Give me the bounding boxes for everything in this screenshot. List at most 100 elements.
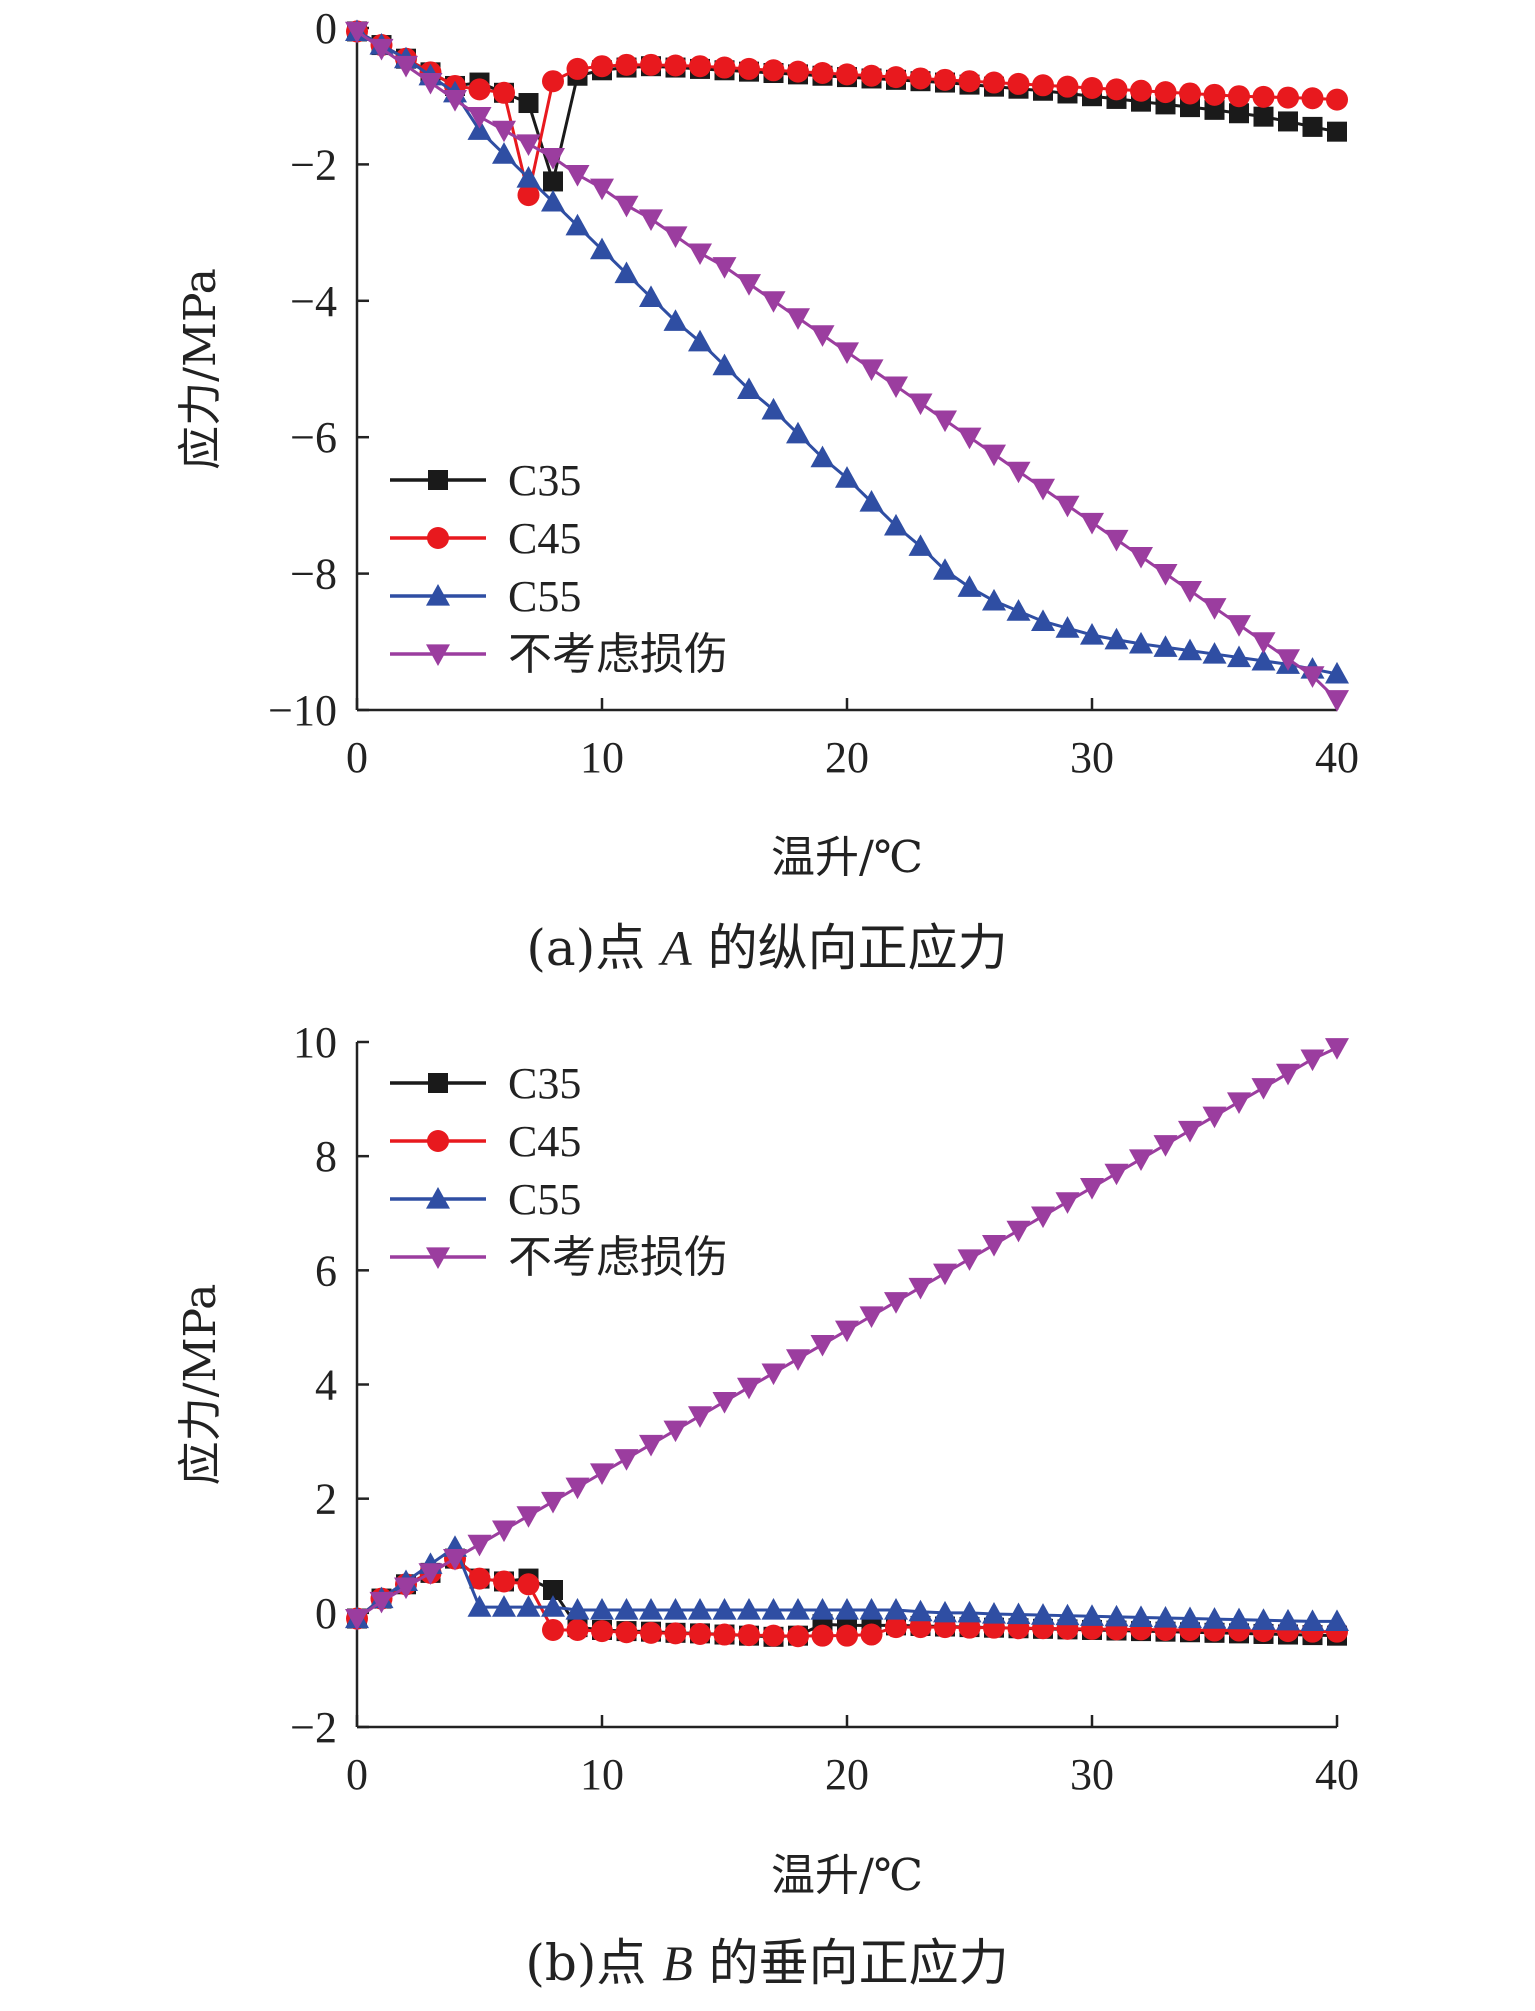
data-point: [1080, 1177, 1104, 1200]
data-point: [1202, 642, 1227, 664]
legend-marker: [426, 584, 450, 606]
data-point: [712, 1597, 737, 1620]
data-point: [565, 165, 590, 187]
data-point: [1325, 690, 1349, 712]
data-point: [859, 489, 884, 512]
y-tick-label: −6: [290, 413, 337, 462]
data-point: [738, 1624, 760, 1647]
data-point: [836, 63, 858, 86]
data-point: [712, 257, 737, 279]
data-point: [518, 93, 539, 114]
data-point: [688, 243, 712, 266]
data-point: [1055, 616, 1080, 638]
data-point: [467, 1534, 492, 1557]
series-C45: [346, 1547, 1348, 1648]
x-tick-label: 40: [1315, 733, 1359, 782]
y-tick-label: 10: [293, 1018, 337, 1067]
data-point: [467, 107, 492, 129]
data-point: [835, 1320, 859, 1343]
legend-marker: [428, 1073, 448, 1093]
data-point: [517, 184, 540, 207]
data-point: [1032, 74, 1054, 97]
data-point: [663, 226, 688, 249]
data-point: [810, 325, 835, 347]
data-point: [933, 558, 957, 580]
data-point: [1178, 1606, 1202, 1629]
y-tick-label: 0: [315, 4, 337, 53]
legend-entry: C55: [508, 572, 581, 621]
x-axis-title: 温升/℃: [771, 1850, 923, 1901]
data-point: [590, 1463, 614, 1485]
data-point: [467, 118, 492, 140]
data-point: [836, 1624, 858, 1647]
data-point: [1251, 1078, 1276, 1100]
data-point: [859, 1597, 884, 1620]
chart-panel-b: 10 8 6 4 2 0 −2 0 10 20 30 40 温升/℃ 应力/MPa C35 C45 C55 不考虑…: [0, 1005, 1535, 2011]
data-point: [1129, 546, 1153, 569]
data-point: [1006, 1602, 1031, 1625]
data-point: [786, 308, 810, 330]
x-tick-label: 0: [346, 1750, 368, 1799]
data-point: [787, 60, 809, 83]
data-point: [1252, 85, 1275, 108]
data-point: [1325, 1038, 1349, 1060]
data-point: [1153, 1135, 1178, 1157]
y-tick-label: −8: [290, 550, 337, 599]
data-point: [614, 195, 639, 218]
chart-panel-a: 0 −2 −4 −6 −8 −10 0 10 20 30 40 温升/℃ 应力/MPa C35 C45 C55…: [0, 0, 1535, 1005]
data-point: [1080, 622, 1104, 645]
data-point: [1056, 75, 1079, 98]
data-point: [492, 120, 516, 143]
data-point: [761, 1363, 786, 1386]
data-point: [1229, 103, 1249, 124]
y-tick-label: −2: [290, 140, 337, 189]
data-point: [859, 359, 884, 381]
data-point: [1203, 83, 1226, 106]
data-point: [1251, 632, 1276, 654]
data-point: [1228, 85, 1250, 108]
data-point: [418, 1563, 443, 1585]
data-point: [1104, 1604, 1129, 1627]
legend-marker: [426, 1187, 450, 1209]
y-tick-label: 2: [315, 1475, 337, 1524]
data-point: [541, 1595, 565, 1617]
data-point: [712, 353, 737, 376]
data-point: [1302, 116, 1323, 137]
x-axis-title: 温升/℃: [771, 832, 923, 883]
data-point: [810, 1597, 835, 1620]
data-point: [565, 213, 590, 236]
data-point: [418, 72, 443, 95]
data-point: [590, 237, 614, 260]
data-point: [1278, 111, 1298, 132]
legend-marker: [426, 644, 450, 666]
y-axis-title: 应力/MPa: [175, 1284, 226, 1486]
data-point: [884, 1597, 908, 1620]
data-point: [1325, 661, 1349, 684]
data-point: [982, 444, 1006, 467]
data-point: [957, 575, 982, 597]
x-tick-label: 10: [580, 1750, 624, 1799]
data-point: [1153, 564, 1178, 586]
chart-a: 0−2−4−6−8−100 10 20 30 40温升/℃应力/MPaC35C45C55…: [175, 4, 1359, 977]
data-point: [640, 1621, 662, 1644]
data-point: [689, 1622, 711, 1645]
data-point: [443, 1549, 467, 1571]
data-point: [1300, 666, 1325, 688]
legend-marker: [428, 470, 448, 490]
y-tick-label: 8: [315, 1132, 337, 1181]
data-point: [1130, 79, 1152, 102]
data-point: [369, 38, 394, 61]
legend-marker: [427, 527, 449, 549]
data-point: [492, 142, 516, 164]
legend-marker: [427, 1130, 449, 1152]
legend-marker: [426, 1247, 450, 1269]
data-point: [713, 1623, 736, 1646]
data-point: [737, 1377, 761, 1400]
data-point: [1327, 121, 1347, 142]
caption-prefix: (a)点: [526, 919, 661, 977]
data-point: [1251, 648, 1276, 671]
data-point: [1277, 86, 1299, 109]
y-tick-label: −2: [290, 1703, 337, 1752]
data-point: [1202, 598, 1227, 620]
